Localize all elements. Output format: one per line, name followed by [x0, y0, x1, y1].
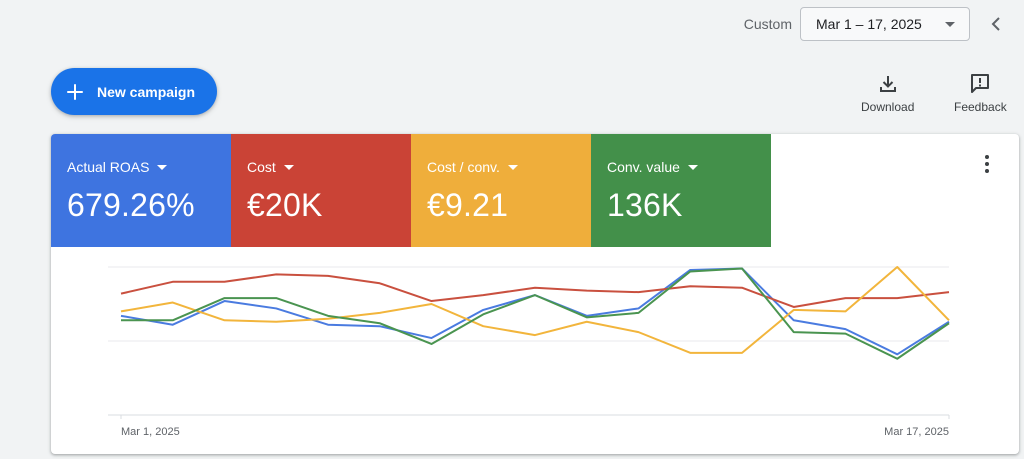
series-line-cost: [120, 273, 950, 308]
metric-tile-actual-roas[interactable]: Actual ROAS 679.26%: [51, 134, 231, 247]
metric-label: Actual ROAS: [67, 159, 150, 175]
chevron-left-icon[interactable]: [984, 12, 1008, 36]
new-campaign-button[interactable]: New campaign: [51, 68, 217, 115]
metric-tile-cost-per-conv[interactable]: Cost / conv. €9.21: [411, 134, 591, 247]
metric-value: 136K: [607, 187, 683, 223]
metric-label: Cost: [247, 159, 276, 175]
feedback-icon: [971, 74, 990, 93]
dropdown-caret-icon: [507, 164, 518, 170]
date-range-type-label: Custom: [743, 16, 792, 32]
feedback-button[interactable]: Feedback: [954, 72, 1007, 114]
more-vert-icon[interactable]: [977, 154, 997, 174]
x-tick-label: Mar 1, 2025: [121, 426, 180, 438]
download-label: Download: [861, 100, 915, 114]
dropdown-caret-icon: [687, 164, 698, 170]
metric-value: €9.21: [427, 187, 509, 223]
dropdown-caret-icon: [283, 164, 294, 170]
plus-icon: [65, 82, 85, 102]
download-icon: [879, 76, 896, 92]
metric-tile-conv-value[interactable]: Conv. value 136K: [591, 134, 771, 247]
metric-value: €20K: [247, 187, 323, 223]
chart-x-axis: Mar 1, 2025 Mar 17, 2025: [120, 415, 950, 438]
series-line-conv-value: [121, 267, 950, 360]
chart-series: [120, 266, 950, 360]
dropdown-caret-icon: [945, 21, 955, 27]
metric-tiles: Actual ROAS 679.26% Cost €20K Cost / con…: [51, 134, 1019, 247]
series-line-cost-conv: [120, 266, 950, 354]
date-range-value: Mar 1 – 17, 2025: [816, 16, 922, 32]
new-campaign-label: New campaign: [97, 83, 196, 100]
feedback-label: Feedback: [954, 100, 1007, 114]
x-tick-label: Mar 17, 2025: [884, 426, 949, 438]
chart-grid: [108, 266, 949, 416]
metric-label: Cost / conv.: [427, 159, 500, 175]
metric-value: 679.26%: [67, 187, 195, 223]
date-range-bar: Custom Mar 1 – 17, 2025: [743, 7, 1008, 41]
metric-label: Conv. value: [607, 159, 680, 175]
dropdown-caret-icon: [157, 164, 168, 170]
download-button[interactable]: Download: [861, 72, 914, 114]
date-range-select[interactable]: Mar 1 – 17, 2025: [800, 7, 970, 41]
performance-card: Actual ROAS 679.26% Cost €20K Cost / con…: [51, 134, 1019, 454]
metric-tile-cost[interactable]: Cost €20K: [231, 134, 411, 247]
performance-chart: Mar 1, 2025 Mar 17, 2025: [108, 266, 950, 438]
